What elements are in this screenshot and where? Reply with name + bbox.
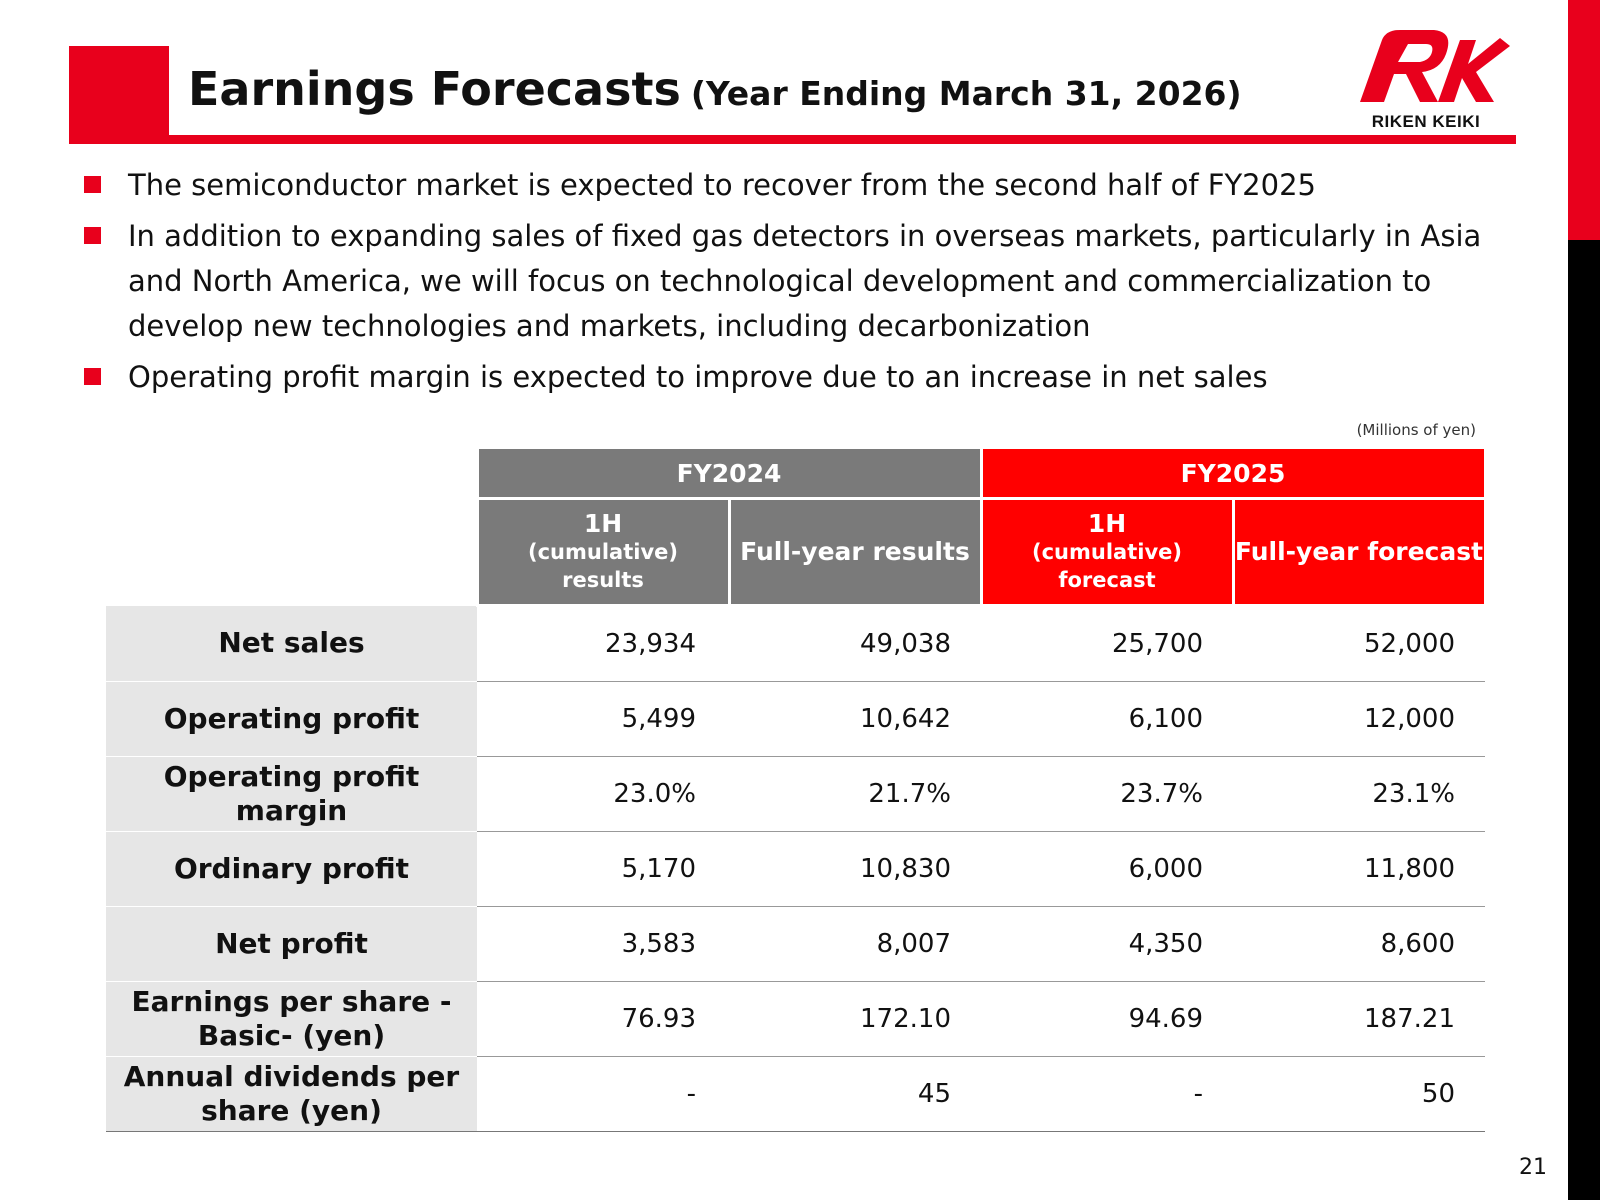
table-row: Net profit 3,583 8,007 4,350 8,600: [106, 906, 1485, 982]
riken-keiki-logo: [1360, 30, 1510, 102]
bullet-square-icon: [84, 368, 101, 385]
table-row: Annual dividends per share (yen) - 45 - …: [106, 1056, 1485, 1132]
column-header-1h-forecast: 1H (cumulative) forecast: [979, 497, 1235, 607]
bullet-item: Operating profit margin is expected to i…: [80, 355, 1500, 400]
table-cell: -: [981, 1056, 1233, 1132]
group-header-fy2024: FY2024: [475, 446, 983, 500]
table-cell: 10,830: [729, 831, 981, 907]
column-header-full-year-results: Full-year results: [727, 497, 983, 607]
table-row: Earnings per share -Basic- (yen) 76.93 1…: [106, 981, 1485, 1057]
bullet-text: In addition to expanding sales of fixed …: [128, 219, 1482, 343]
title-main: Earnings Forecasts: [188, 62, 681, 116]
table-row: Net sales 23,934 49,038 25,700 52,000: [106, 605, 1485, 682]
header-accent-block: [69, 46, 169, 138]
row-label: Net sales: [106, 605, 477, 682]
table-cell: -: [477, 1056, 729, 1132]
table-cell: 187.21: [1233, 981, 1485, 1057]
table-row: Operating profit margin 23.0% 21.7% 23.7…: [106, 756, 1485, 832]
bullet-item: In addition to expanding sales of fixed …: [80, 214, 1500, 349]
table-cell: 94.69: [981, 981, 1233, 1057]
table-cell: 23.1%: [1233, 756, 1485, 832]
table-group-header-row: FY2024 FY2025: [106, 446, 1487, 500]
logo-wordmark: RIKEN KEIKI: [1371, 112, 1481, 131]
table-cell: 5,170: [477, 831, 729, 907]
row-label: Operating profit margin: [106, 756, 477, 832]
table-cell: 6,100: [981, 681, 1233, 757]
page-title: Earnings Forecasts (Year Ending March 31,…: [188, 62, 1242, 116]
bullet-square-icon: [84, 227, 101, 244]
table-cell: 3,583: [477, 906, 729, 982]
table-cell: 11,800: [1233, 831, 1485, 907]
table-cell: 172.10: [729, 981, 981, 1057]
table-row: Operating profit 5,499 10,642 6,100 12,0…: [106, 681, 1485, 757]
side-bar-black: [1568, 240, 1600, 1200]
table-cell: 23,934: [477, 605, 729, 682]
title-sub: (Year Ending March 31, 2026): [690, 74, 1242, 113]
bullet-text: The semiconductor market is expected to …: [128, 168, 1316, 202]
table-cell: 6,000: [981, 831, 1233, 907]
group-header-fy2025: FY2025: [979, 446, 1487, 500]
table-cell: 23.7%: [981, 756, 1233, 832]
table-cell: 8,007: [729, 906, 981, 982]
row-label: Ordinary profit: [106, 831, 477, 907]
unit-note: (Millions of yen): [1356, 421, 1476, 439]
side-bar-red: [1568, 0, 1600, 240]
table-cell: 10,642: [729, 681, 981, 757]
bullet-item: The semiconductor market is expected to …: [80, 163, 1500, 208]
column-header-1h-results: 1H (cumulative) results: [475, 497, 731, 607]
table-cell: 8,600: [1233, 906, 1485, 982]
row-label: Annual dividends per share (yen): [106, 1056, 477, 1132]
table-cell: 52,000: [1233, 605, 1485, 682]
table-cell: 4,350: [981, 906, 1233, 982]
table-cell: 21.7%: [729, 756, 981, 832]
column-header-full-year-forecast: Full-year forecast: [1231, 497, 1487, 607]
table-cell: 50: [1233, 1056, 1485, 1132]
table-cell: 49,038: [729, 605, 981, 682]
table-cell: 25,700: [981, 605, 1233, 682]
row-label: Net profit: [106, 906, 477, 982]
bullet-square-icon: [84, 176, 101, 193]
table-cell: 5,499: [477, 681, 729, 757]
bullet-list: The semiconductor market is expected to …: [80, 163, 1500, 406]
row-label: Operating profit: [106, 681, 477, 757]
bullet-text: Operating profit margin is expected to i…: [128, 360, 1268, 394]
earnings-table: FY2024 FY2025 1H (cumulative) results Fu…: [106, 446, 1487, 1132]
table-cell: 76.93: [477, 981, 729, 1057]
table-cell: 23.0%: [477, 756, 729, 832]
table-row: Ordinary profit 5,170 10,830 6,000 11,80…: [106, 831, 1485, 907]
table-cell: 45: [729, 1056, 981, 1132]
page-number: 21: [1519, 1155, 1547, 1180]
row-label: Earnings per share -Basic- (yen): [106, 981, 477, 1057]
header-underline: [69, 135, 1516, 144]
table-cell: 12,000: [1233, 681, 1485, 757]
table-column-header-row: 1H (cumulative) results Full-year result…: [106, 497, 1487, 607]
